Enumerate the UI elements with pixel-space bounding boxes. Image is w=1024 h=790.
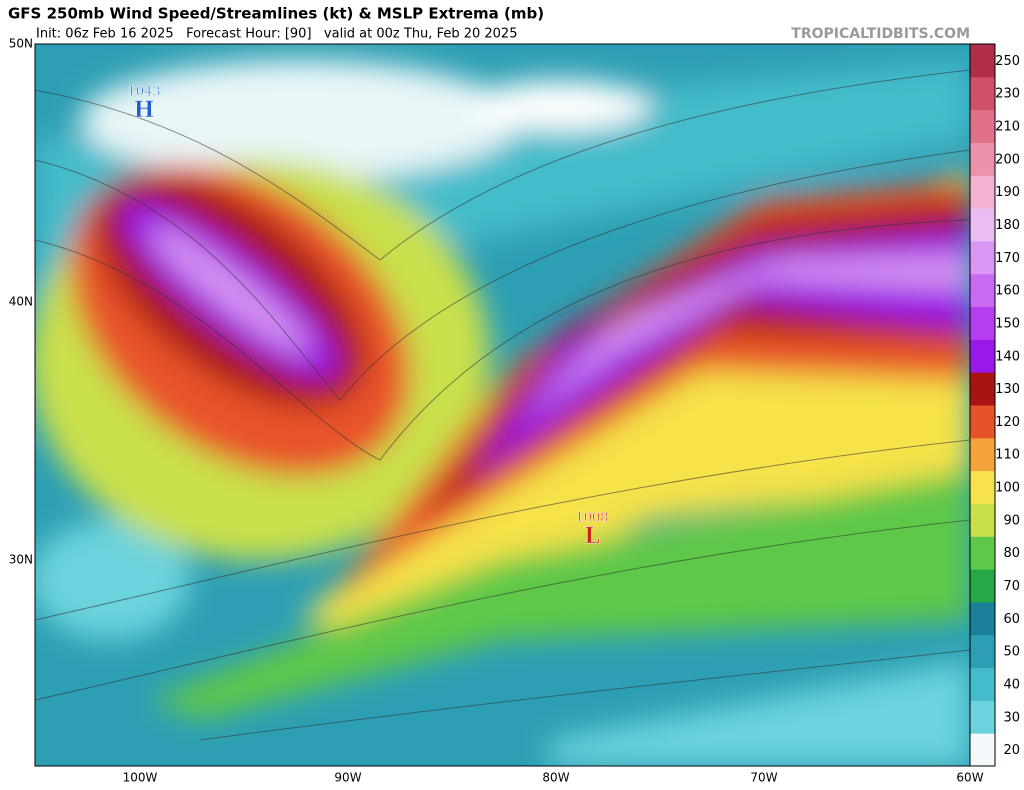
colorbar-swatch [970,503,995,537]
colorbar-label: 130 [995,382,1020,397]
colorbar-swatch [970,273,995,308]
colorbar-swatch [970,470,995,504]
colorbar-label: 210 [995,120,1020,135]
colorbar-label: 120 [995,415,1020,430]
colorbar-swatch [970,306,995,340]
colorbar-label: 250 [995,54,1020,69]
colorbar-label: 180 [995,218,1020,233]
colorbar-swatch [970,208,995,242]
colorbar-swatch [970,733,995,767]
longitude-label: 100W [123,771,158,785]
colorbar-label: 150 [995,316,1020,331]
latitude-label: 30N [9,553,33,567]
colorbar-swatch [970,569,995,603]
colorbar-swatch [970,437,995,472]
colorbar-label: 100 [995,481,1020,496]
colorbar-label: 50 [1003,645,1020,660]
colorbar-swatch [970,109,995,143]
title: GFS 250mb Wind Speed/Streamlines (kt) & … [8,5,544,23]
wind-field [35,44,970,766]
colorbar-label: 90 [1003,513,1020,528]
colorbar-label: 40 [1003,677,1020,692]
colorbar-label: 170 [995,251,1020,266]
colorbar-swatch [970,634,995,669]
colorbar-label: 20 [1003,743,1020,758]
colorbar-swatch [970,700,995,734]
pressure-symbol: L [584,523,599,549]
longitude-label: 70W [750,771,777,785]
pressure-symbol: H [134,97,155,123]
longitude-label: 80W [542,771,569,785]
colorbar-swatch [970,76,995,111]
latitude-label: 50N [9,37,33,51]
subtitle: Init: 06z Feb 16 2025 Forecast Hour: [90… [36,27,517,42]
colorbar: 20 30 40 50 60 70 80 90 100 110 120 130 140 150 160 170… [969,43,1020,767]
colorbar-label: 140 [995,349,1020,364]
colorbar-swatch [970,372,995,406]
colorbar-swatch [970,142,995,176]
latitude-label: 40N [9,295,33,309]
colorbar-label: 230 [995,87,1020,102]
colorbar-label: 110 [995,448,1020,463]
colorbar-label: 200 [995,152,1020,167]
longitude-label: 90W [334,771,361,785]
colorbar-swatch [970,175,995,209]
colorbar-label: 160 [995,284,1020,299]
colorbar-swatch [970,536,995,570]
colorbar-swatch [970,44,995,78]
colorbar-swatch [970,240,995,275]
colorbar-swatch [970,601,995,636]
colorbar-swatch [970,667,995,701]
colorbar-swatch [970,405,995,439]
colorbar-label: 30 [1003,710,1020,725]
watermark: TROPICALTIDBITS.COM [791,26,970,42]
longitude-label: 60W [956,771,983,785]
colorbar-label: 70 [1003,579,1020,594]
pressure-value: 1008 [575,511,608,526]
pressure-value: 1043 [127,85,160,100]
colorbar-frame [969,43,996,767]
colorbar-label: 190 [995,185,1020,200]
colorbar-label: 80 [1003,546,1020,561]
colorbar-swatch [970,339,995,373]
colorbar-label: 60 [1003,612,1020,627]
